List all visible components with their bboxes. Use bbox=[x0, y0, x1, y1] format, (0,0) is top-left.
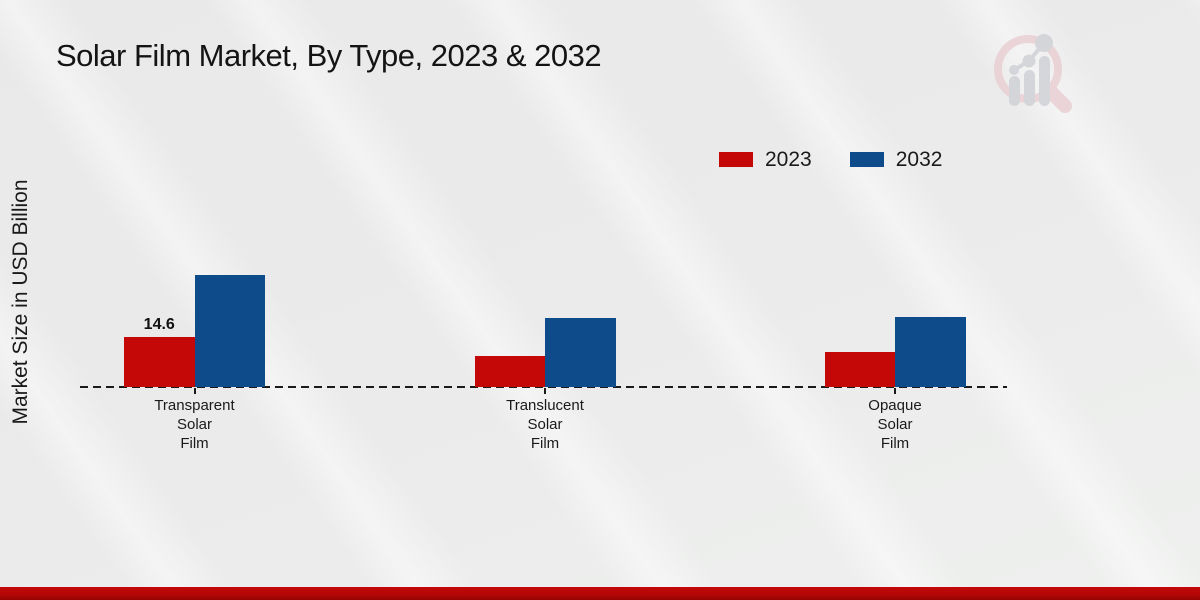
legend-item-2032: 2032 bbox=[849, 148, 943, 171]
category-label: Opaque Solar Film bbox=[868, 397, 922, 452]
legend-label-2023: 2023 bbox=[765, 148, 812, 171]
x-axis-tick bbox=[544, 388, 546, 394]
chart-title: Solar Film Market, By Type, 2023 & 2032 bbox=[56, 38, 602, 73]
market-research-logo-watermark bbox=[993, 28, 1083, 123]
legend-label-2032: 2032 bbox=[895, 148, 943, 171]
legend-swatch-2032 bbox=[849, 152, 884, 167]
legend-item-2023: 2023 bbox=[719, 149, 812, 170]
legend: 2023 2032 bbox=[719, 149, 942, 170]
category-label: Translucent Solar Film bbox=[506, 397, 584, 452]
bar-2023-opaque-solar-film bbox=[824, 352, 895, 387]
bar-2032-opaque-solar-film bbox=[895, 317, 966, 387]
bar-value-label: 14.6 bbox=[143, 316, 175, 333]
bar-2032-transparent-solar-film bbox=[194, 275, 265, 387]
legend-swatch-2023 bbox=[719, 152, 753, 167]
zero-baseline bbox=[80, 386, 1007, 388]
x-axis-tick bbox=[894, 388, 896, 394]
magnifier-bar-chart-icon bbox=[994, 34, 1072, 113]
footer-accent-bar bbox=[0, 587, 1200, 600]
bar-2032-translucent-solar-film bbox=[545, 318, 616, 387]
bar-2023-transparent-solar-film bbox=[124, 337, 195, 387]
bar-2023-translucent-solar-film bbox=[474, 356, 545, 387]
x-axis-tick bbox=[193, 388, 196, 394]
category-label: Transparent Solar Film bbox=[154, 397, 235, 452]
